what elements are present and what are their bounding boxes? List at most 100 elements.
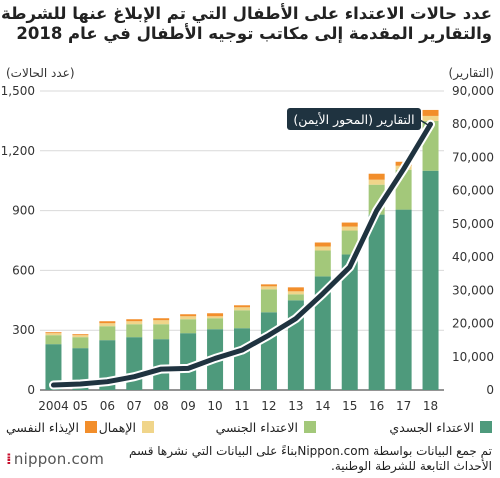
bar-segment [180, 314, 197, 317]
x-tick-label: 07 [127, 399, 142, 413]
chart-title-line-2: والتقارير المقدمة إلى مكاتب توجيه الأطفا… [16, 24, 492, 43]
x-tick-label: 12 [261, 399, 276, 413]
bar-segment [207, 318, 224, 330]
bar-segment [368, 173, 385, 180]
bar-segment [126, 319, 143, 322]
right-tick-label: 0 [486, 383, 494, 397]
bar-segment [260, 289, 277, 313]
x-tick-label: 09 [180, 399, 195, 413]
callout-label: التقارير (المحور الأيمن) [293, 112, 414, 128]
bar-segment [153, 318, 170, 321]
right-tick-label: 10,000 [452, 350, 494, 364]
right-tick-label: 60,000 [452, 184, 494, 198]
right-tick-label: 90,000 [452, 84, 494, 98]
x-tick-label: 14 [315, 399, 330, 413]
bar-segment [45, 344, 62, 390]
bar-segment [126, 321, 143, 325]
bar-segment [72, 335, 89, 338]
legend-swatch [480, 421, 492, 433]
right-tick-label: 40,000 [452, 250, 494, 264]
bar-segment [368, 214, 385, 390]
bar-segment [99, 326, 116, 341]
bar-segment [341, 226, 358, 231]
legend-swatch [142, 421, 154, 433]
left-tick-label: 600 [12, 263, 35, 277]
bar-segment [72, 337, 89, 349]
logo-mark-icon: ⁞ [6, 450, 12, 468]
bar-segment [422, 115, 439, 121]
right-tick-label: 50,000 [452, 217, 494, 231]
nippon-logo: ⁞ nippon.com [6, 450, 104, 468]
bar-segment [207, 313, 224, 317]
x-tick-label: 10 [207, 399, 222, 413]
bar-segment [180, 319, 197, 334]
bar-segment [368, 179, 385, 185]
left-tick-label: 1,200 [1, 144, 35, 158]
callout-box [287, 108, 421, 130]
bar-segment [72, 334, 89, 336]
chart-title-line-1: عدد حالات الاعتداء على الأطفال التي تم ا… [0, 4, 492, 23]
bar-segment [180, 333, 197, 390]
bar-segment [341, 254, 358, 390]
right-tick-label: 70,000 [452, 150, 494, 164]
bar-segment [99, 323, 116, 327]
legend-swatch [84, 421, 97, 433]
right-tick-label: 80,000 [452, 117, 494, 131]
legend-sexual-abuse: الاعتداء الجنسي [216, 420, 316, 435]
legend-label: الاعتداء الجسدي [389, 420, 474, 435]
bar-segment [260, 284, 277, 287]
bar-segment [395, 209, 412, 390]
legend-physical-abuse: الاعتداء الجسدي [389, 420, 492, 435]
left-tick-label: 0 [27, 383, 35, 397]
x-tick-label: 2004 [38, 399, 69, 413]
bar-segment [314, 242, 331, 247]
bar-segment [314, 250, 331, 277]
x-tick-label: 08 [154, 399, 169, 413]
bar-segment [422, 109, 439, 116]
source-note-line-2: الأحداث التابعة للشرطة الوطنية. [331, 459, 492, 473]
legend-label: الإيذاء النفسي [6, 420, 79, 435]
bar-segment [207, 316, 224, 319]
source-note-line-1: تم جمع البيانات بواسطة Nippon.comبناءً ع… [129, 444, 492, 458]
right-tick-label: 20,000 [452, 317, 494, 331]
bar-segment [153, 320, 170, 325]
x-tick-label: 05 [73, 399, 88, 413]
bar-segment [234, 305, 250, 308]
x-tick-label: 17 [396, 399, 411, 413]
bar-segment [45, 333, 62, 336]
right-tick-label: 30,000 [452, 283, 494, 297]
bar-segment [45, 335, 62, 345]
callout-leader [419, 119, 429, 126]
left-tick-label: 900 [12, 204, 35, 218]
x-tick-label: 18 [423, 399, 438, 413]
bar-segment [287, 287, 304, 292]
legend-emotional: الإيذاء النفسي [6, 420, 97, 435]
bar-segment [341, 222, 358, 227]
bar-segment [260, 286, 277, 290]
bar-segment [234, 328, 250, 390]
bar-segment [260, 312, 277, 390]
reports-line [50, 121, 434, 388]
logo-text: nippon.com [13, 450, 105, 468]
right-axis-label: (التقارير) [448, 66, 494, 80]
bar-segment [314, 276, 331, 390]
bar-segment [126, 324, 143, 338]
legend-label: الإهمال [98, 420, 136, 435]
bar-segment [234, 307, 250, 311]
bar-segment [180, 316, 197, 320]
left-tick-label: 300 [12, 323, 35, 337]
left-tick-label: 1,500 [1, 84, 35, 98]
x-tick-label: 13 [288, 399, 303, 413]
bar-segment [287, 294, 304, 301]
bar-segment [99, 321, 116, 324]
x-tick-label: 15 [342, 399, 357, 413]
bar-segment [287, 291, 304, 295]
legend-label: الاعتداء الجنسي [215, 420, 298, 435]
bar-segment [422, 170, 439, 390]
bar-segment [153, 324, 170, 340]
left-axis-label: (عدد الحالات) [6, 66, 75, 80]
bar-segment [234, 310, 250, 329]
x-tick-label: 06 [100, 399, 115, 413]
legend-swatch [304, 421, 316, 433]
